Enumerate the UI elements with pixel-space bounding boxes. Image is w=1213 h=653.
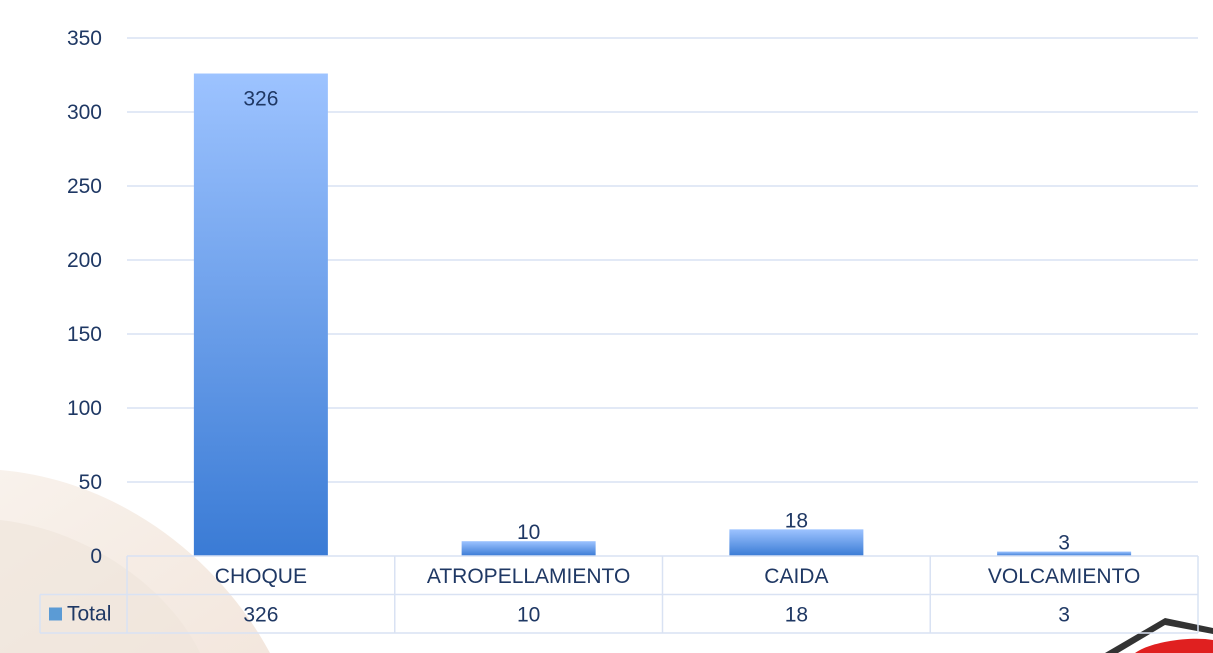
brand-logo: [1105, 618, 1213, 653]
data-label: 10: [517, 521, 540, 544]
bar-atropellamiento: [461, 541, 596, 556]
table-value: 3: [1058, 604, 1070, 627]
category-label: VOLCAMIENTO: [988, 565, 1140, 588]
category-label: ATROPELLAMIENTO: [427, 565, 630, 588]
data-table: CHOQUE 326 ATROPELLAMIENTO 10 CAIDA 18 VOLCAMI…: [39, 555, 1199, 634]
y-tick-label: 300: [67, 101, 102, 124]
y-tick-label: 200: [67, 249, 102, 272]
table-value: 326: [243, 604, 278, 627]
y-tick-label: 100: [67, 397, 102, 420]
y-tick-label: 0: [90, 545, 102, 568]
y-tick-label: 250: [67, 175, 102, 198]
bar-choque: [193, 73, 328, 557]
y-tick-label: 150: [67, 323, 102, 346]
data-label: 18: [785, 509, 808, 532]
table-value: 18: [785, 604, 808, 627]
table-value: 10: [517, 604, 540, 627]
data-labels: 326 10 18 3: [243, 88, 1070, 555]
category-label: CAIDA: [764, 565, 828, 588]
data-label: 3: [1058, 532, 1070, 555]
y-tick-label: 350: [67, 27, 102, 50]
series-label: Total: [67, 603, 111, 626]
y-axis-tick-labels: 0 50 100 150 200 250 300 350: [67, 27, 102, 568]
bar-caida: [729, 529, 864, 556]
data-label: 326: [243, 88, 278, 111]
bars: [193, 73, 1132, 557]
bar-volcamiento: [997, 551, 1132, 556]
y-tick-label: 50: [79, 471, 102, 494]
category-label: CHOQUE: [215, 565, 307, 588]
legend-key: [49, 607, 62, 621]
